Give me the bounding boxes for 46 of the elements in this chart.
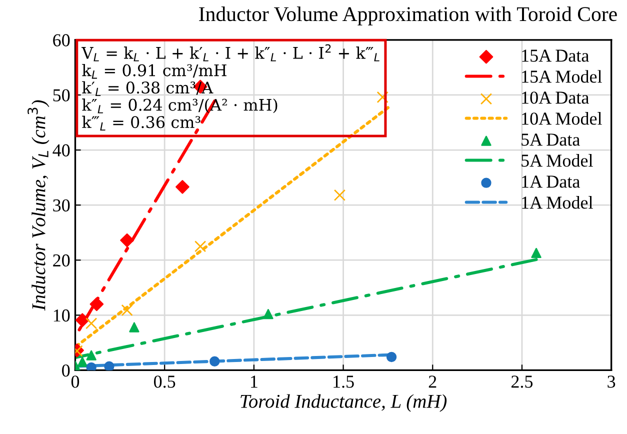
point	[210, 356, 220, 366]
point	[86, 362, 96, 370]
y-tick-label: 40	[52, 144, 70, 156]
point	[121, 304, 133, 316]
point	[104, 361, 114, 370]
y-tick-label: 20	[53, 254, 70, 267]
x-tick-label: 3	[608, 376, 616, 388]
legend-label: 5A Model	[522, 154, 593, 167]
chart-title: Inductor Volume Approximation with Toroid Core	[199, 6, 617, 26]
legend-label: 10A Model	[522, 112, 602, 125]
x-tick-label: 2.5	[511, 376, 533, 388]
point	[386, 352, 397, 362]
x-tick-label: 2	[428, 376, 436, 388]
y-tick-label: 0	[62, 364, 70, 377]
annotation: k‴$_{L}$ = 0.36 cm³	[82, 116, 200, 131]
y-tick-label: 30	[53, 199, 70, 212]
point	[194, 240, 206, 252]
x-tick-label: 1.5	[334, 376, 354, 388]
x-axis-title: Toroid Inductance, L (mH)	[240, 394, 447, 412]
legend-label: 10A Data	[522, 92, 589, 104]
point	[334, 189, 346, 201]
point	[75, 313, 90, 328]
legend-label: 15A Model	[522, 70, 602, 83]
y-axis-title: Inductor Volume, V$_{L}$ (cm$^{3}$)	[28, 100, 50, 311]
y-tick-label: 50	[53, 89, 70, 102]
x-tick-label: 1	[251, 376, 258, 388]
legend-label: 1A Data	[522, 176, 580, 188]
legend-label: 15A Data	[522, 50, 589, 62]
point	[77, 356, 88, 368]
legend-label: 1A Model	[522, 196, 593, 209]
point	[90, 297, 104, 312]
point	[86, 350, 96, 360]
x-tick-label: 0.5	[154, 376, 176, 388]
y-tick-label: 10	[54, 309, 70, 322]
point	[176, 180, 190, 194]
point	[120, 233, 134, 248]
x-tick-label: 0	[71, 376, 80, 388]
point	[85, 318, 98, 330]
text: V$_{L}$ = k$_{L}$ · L + k′$_{L}$ · I + k″$_{L}$ · L · I$^{2}$ + k‴$_{L}$	[82, 44, 380, 62]
point	[531, 248, 542, 258]
y-tick-label: 60	[53, 34, 70, 46]
annotation: k$_{L}$ = 0.91 cm³/mH	[82, 64, 226, 79]
point	[129, 322, 140, 332]
point	[376, 91, 388, 104]
point	[263, 308, 274, 320]
legend-label: 5A Data	[522, 134, 580, 146]
